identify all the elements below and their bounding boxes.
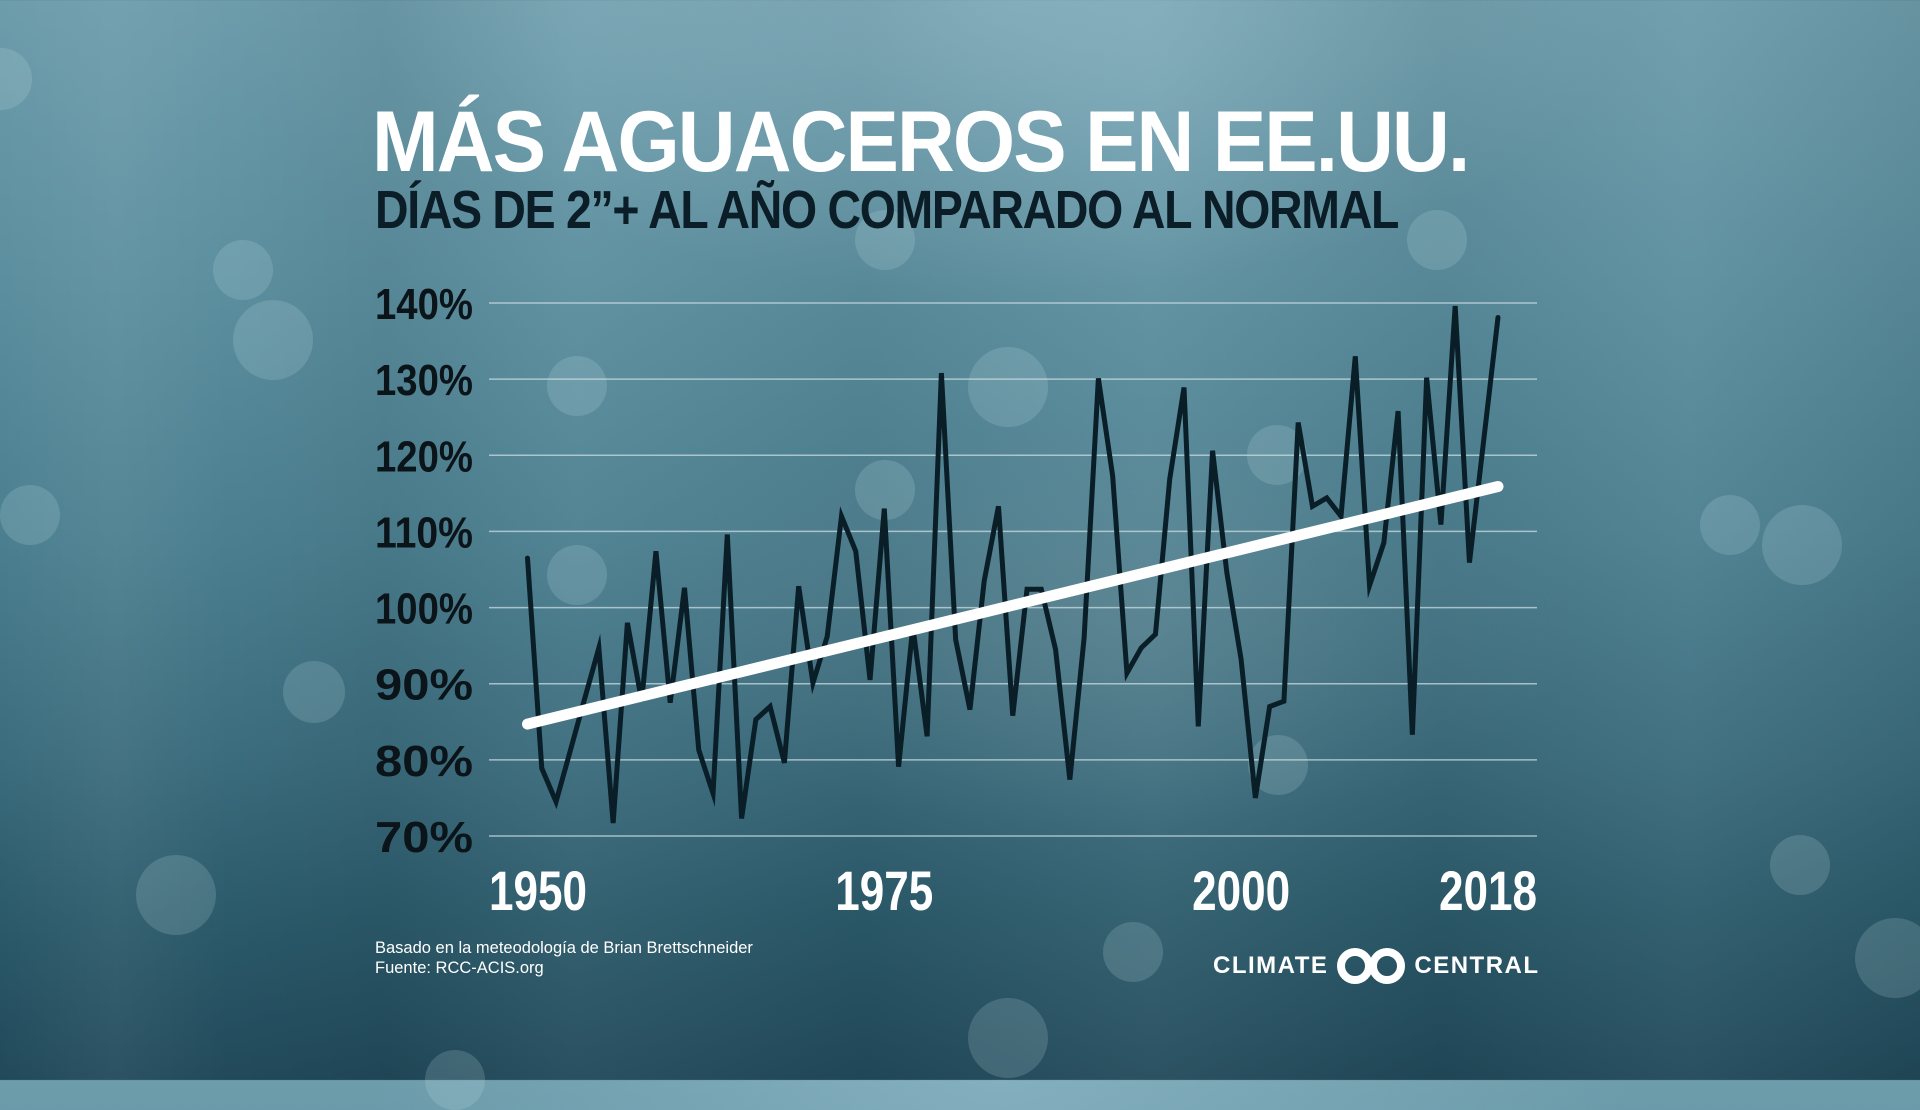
y-tick-label: 80% <box>375 737 473 786</box>
y-tick-label: 90% <box>375 661 473 710</box>
x-tick-label: 2000 <box>1192 859 1290 922</box>
x-axis-labels: 1950 1975 2000 2018 <box>489 859 1537 922</box>
climate-central-rings-icon <box>1335 948 1407 984</box>
y-tick-label: 140% <box>375 280 473 329</box>
y-tick-label: 100% <box>375 585 473 634</box>
climate-central-logo: CLIMATE CENTRAL <box>1213 948 1540 984</box>
gridlines <box>489 303 1537 836</box>
y-axis-labels: 70% 80% 90% 100% 110% 120% 130% 140% <box>375 280 473 862</box>
x-tick-label: 1975 <box>835 859 933 922</box>
methodology-credit: Basado en la meteodología de Brian Brett… <box>375 938 753 958</box>
data-series <box>527 306 1498 823</box>
logo-text-right: CENTRAL <box>1414 952 1539 980</box>
line-chart: 70% 80% 90% 100% 110% 120% 130% 140% 1950 1975 20… <box>0 0 1920 1080</box>
y-tick-label: 130% <box>375 356 473 405</box>
y-tick-label: 70% <box>375 813 473 862</box>
series-line <box>528 306 1499 823</box>
x-tick-label: 2018 <box>1439 859 1537 922</box>
y-tick-label: 110% <box>375 508 473 557</box>
source-note: Basado en la meteodología de Brian Brett… <box>375 938 753 978</box>
x-tick-label: 1950 <box>489 859 587 922</box>
data-source: Fuente: RCC-ACIS.org <box>375 958 753 978</box>
logo-text-left: CLIMATE <box>1213 952 1328 980</box>
y-tick-label: 120% <box>375 432 473 481</box>
